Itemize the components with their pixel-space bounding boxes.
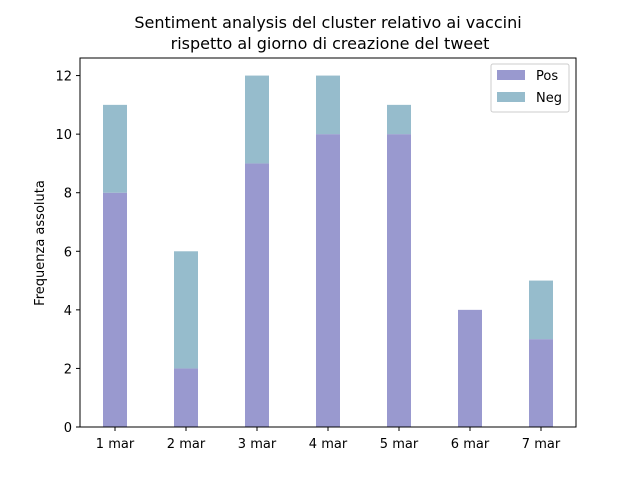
y-tick-label: 6	[64, 245, 72, 260]
bar-pos-3	[245, 163, 269, 427]
bar-pos-7	[529, 339, 553, 427]
bar-neg-2	[174, 251, 198, 369]
bar-pos-2	[174, 368, 198, 427]
y-tick-label: 8	[64, 187, 72, 202]
bar-pos-5	[387, 134, 411, 427]
legend-label-neg: Neg	[536, 91, 562, 106]
bars-group	[103, 75, 553, 427]
legend-label-pos: Pos	[536, 69, 558, 84]
bar-neg-7	[529, 280, 553, 340]
x-tick-label: 6 mar	[451, 437, 490, 452]
x-tick-label: 7 mar	[522, 437, 561, 452]
legend-swatch-pos	[497, 70, 525, 80]
legend-swatch-neg	[497, 92, 525, 102]
y-tick-label: 12	[55, 70, 72, 85]
chart-subtitle: rispetto al giorno di creazione del twee…	[171, 34, 490, 53]
bar-pos-1	[103, 192, 127, 427]
bar-pos-6	[458, 309, 482, 427]
y-tick-label: 10	[55, 128, 72, 143]
x-tick-label: 3 mar	[238, 437, 277, 452]
x-tick-label: 5 mar	[380, 437, 419, 452]
y-axis-label: Frequenza assoluta	[33, 180, 48, 306]
y-tick-label: 2	[64, 362, 72, 377]
bar-neg-5	[387, 104, 411, 135]
x-tick-label: 1 mar	[96, 437, 135, 452]
chart-title: Sentiment analysis del cluster relativo …	[134, 13, 521, 32]
x-tick-label: 2 mar	[167, 437, 206, 452]
x-axis: 1 mar 2 mar 3 mar 4 mar 5 mar 6 mar 7 mar	[96, 427, 561, 452]
x-tick-label: 4 mar	[309, 437, 348, 452]
plot-frame	[79, 57, 577, 428]
bar-neg-4	[316, 75, 340, 135]
y-tick-label: 4	[64, 304, 72, 319]
bar-pos-4	[316, 134, 340, 427]
legend: Pos Neg	[490, 63, 570, 113]
y-axis: 0 2 4 6 8 10 12	[55, 70, 80, 436]
y-tick-label: 0	[64, 421, 72, 436]
bar-neg-1	[103, 104, 127, 193]
bar-neg-3	[245, 75, 269, 164]
